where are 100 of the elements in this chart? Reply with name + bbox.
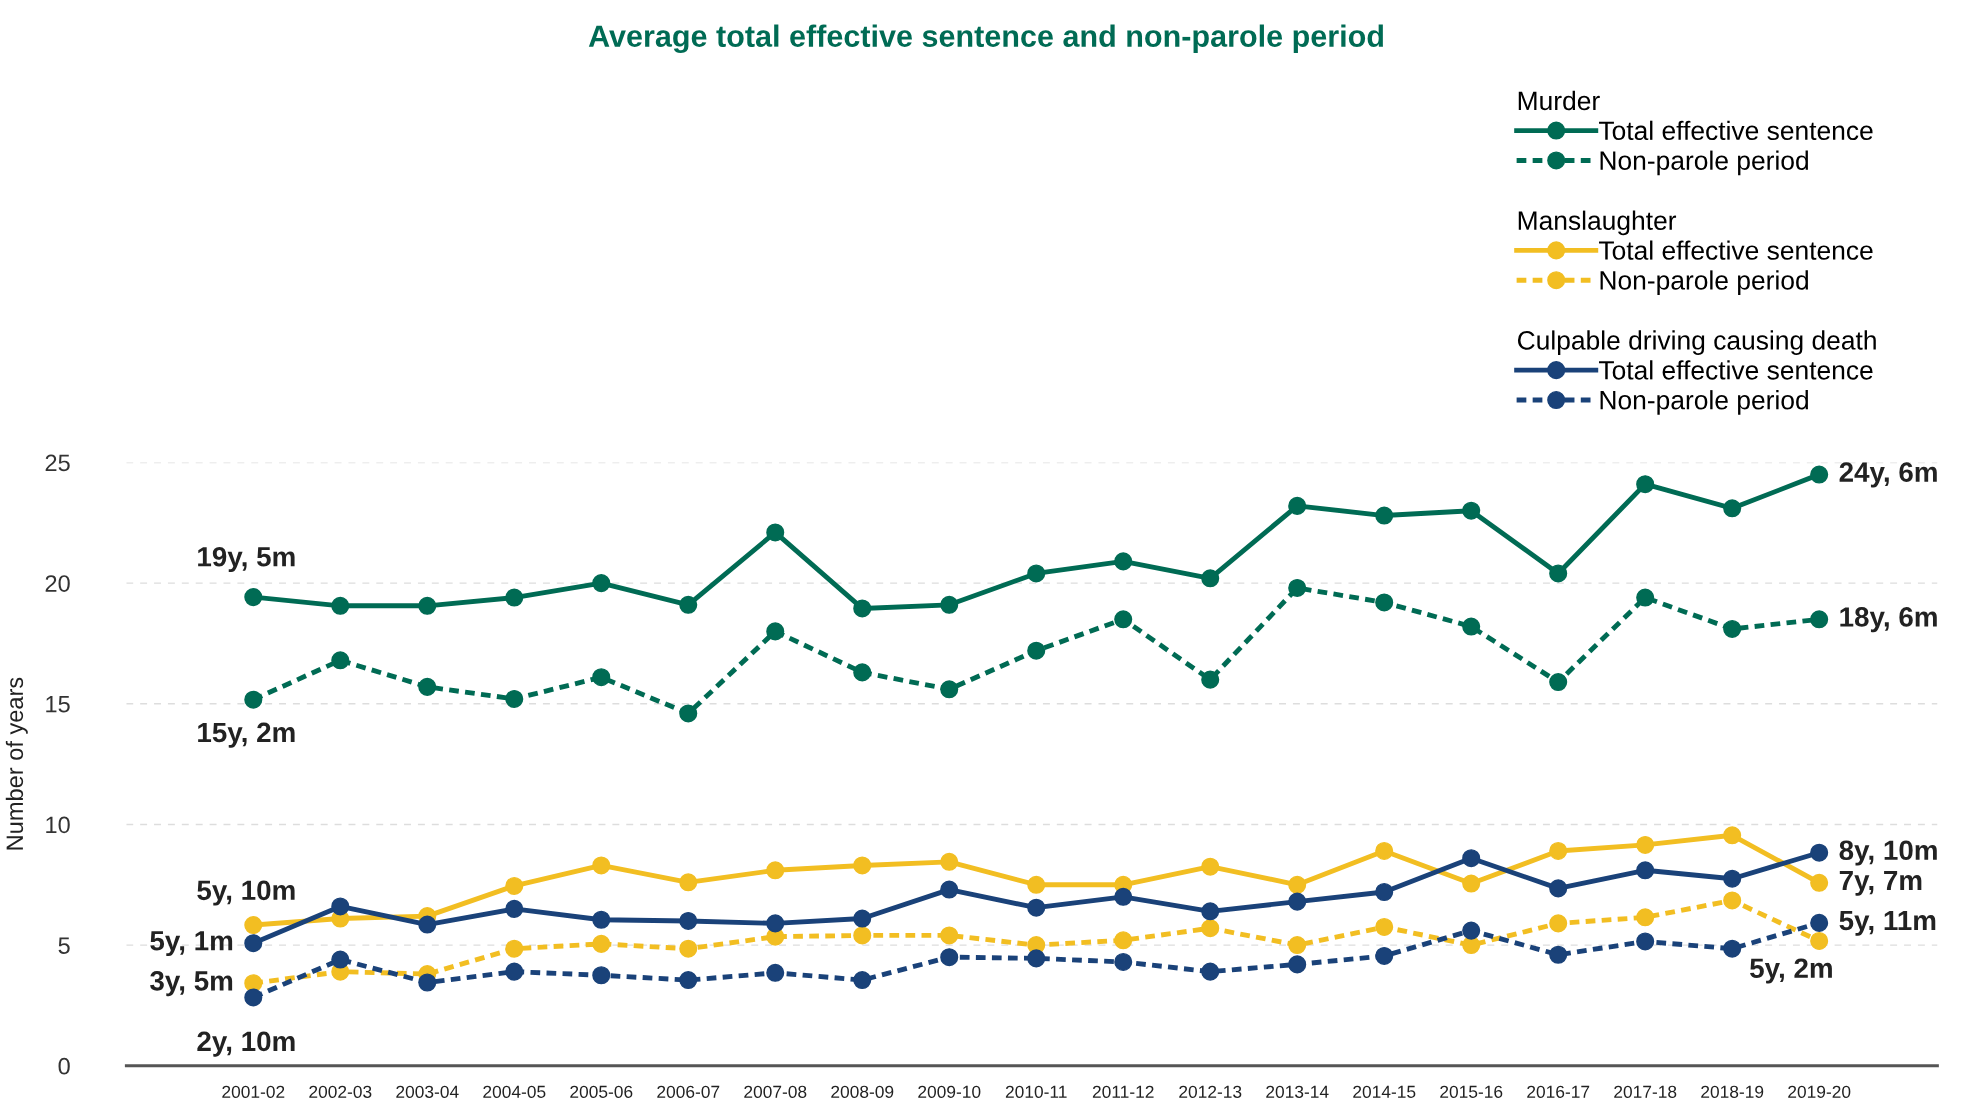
x-tick-label: 2004-05: [483, 1085, 546, 1098]
annotation: 7y, 7m: [1839, 870, 1922, 896]
point: [1810, 843, 1829, 862]
annotation: 3y, 5m: [150, 971, 233, 997]
point: [1462, 617, 1481, 636]
point: [592, 934, 611, 953]
annotation: 18y, 6m: [1840, 607, 1937, 633]
point: [1549, 564, 1568, 583]
legend-label: Non-parole period: [1600, 150, 1808, 176]
point: [1636, 932, 1655, 951]
point: [1288, 578, 1307, 597]
point: [1201, 919, 1220, 938]
point: [592, 910, 611, 929]
y-axis-title: Number of years: [5, 677, 28, 850]
point: [1201, 569, 1220, 588]
point: [1549, 914, 1568, 933]
point: [679, 595, 698, 614]
point: [1549, 673, 1568, 692]
point: [1027, 949, 1046, 968]
point: [331, 596, 350, 615]
point: [1375, 593, 1394, 612]
point: [766, 963, 785, 982]
point: [1201, 857, 1220, 876]
point: [331, 897, 350, 916]
legend-label: Total effective sentence: [1599, 240, 1873, 260]
point: [1462, 501, 1481, 520]
x-tick-label: 2019-20: [1788, 1085, 1851, 1098]
point: [1114, 952, 1133, 972]
point: [679, 939, 698, 958]
point: [1114, 552, 1133, 571]
point: [766, 523, 785, 542]
annotation: 5y, 1m: [150, 931, 233, 957]
point: [1375, 506, 1394, 525]
point: [1288, 936, 1307, 955]
point: [592, 856, 611, 875]
x-tick-label: 2008-09: [831, 1085, 894, 1098]
point: [592, 966, 611, 985]
point: [1201, 962, 1220, 981]
x-tick-label: 2012-13: [1179, 1085, 1242, 1098]
point: [592, 668, 611, 687]
point: [1375, 882, 1394, 902]
legend-label: Non-parole period: [1600, 390, 1808, 415]
point: [940, 595, 959, 614]
point: [1723, 826, 1742, 845]
point: [1810, 931, 1829, 951]
point: [1810, 610, 1829, 629]
point: [853, 971, 872, 990]
point: [679, 704, 698, 723]
point: [1636, 835, 1655, 854]
legend-label: Total effective sentence: [1599, 120, 1873, 141]
point: [505, 939, 524, 958]
point: [853, 909, 872, 928]
point: [1810, 913, 1829, 932]
point: [1549, 945, 1568, 964]
point: [766, 861, 785, 880]
y-tick-label: 15: [46, 696, 70, 713]
point: [1114, 931, 1133, 950]
point: [1288, 892, 1307, 911]
point: [505, 962, 524, 981]
annotation: 15y, 2m: [198, 722, 295, 748]
point: [244, 916, 263, 935]
point: [1810, 465, 1829, 484]
annotation: 5y, 2m: [1750, 958, 1832, 984]
point: [1375, 917, 1394, 937]
x-tick-label: 2006-07: [657, 1085, 720, 1098]
point: [244, 588, 263, 607]
annotation: 19y, 5m: [198, 546, 295, 573]
point: [1462, 921, 1481, 940]
point: [853, 599, 872, 618]
point: [1549, 879, 1568, 898]
point: [1636, 908, 1655, 927]
point: [1723, 939, 1742, 958]
point: [1027, 875, 1046, 894]
point: [940, 926, 959, 945]
point: [1462, 874, 1481, 893]
point: [1027, 564, 1046, 583]
y-tick-label: 0: [58, 1057, 70, 1075]
point: [1288, 875, 1307, 894]
point: [1375, 841, 1394, 861]
point: [1027, 641, 1046, 660]
x-tick-label: 2010-11: [1005, 1085, 1067, 1098]
point: [853, 663, 872, 682]
text: Manslaughter: [1518, 210, 1677, 236]
point: [505, 588, 524, 607]
annotation: 5y, 11m: [1839, 910, 1936, 936]
point: [244, 690, 263, 709]
point: [679, 873, 698, 892]
point: [244, 988, 263, 1007]
point: [244, 934, 263, 953]
point: [1636, 475, 1655, 494]
annotation: 24y, 6m: [1839, 462, 1937, 488]
x-tick-label: 2002-03: [309, 1085, 372, 1098]
y-tick-label: 5: [58, 937, 70, 954]
annotation: 2y, 10m: [197, 1031, 295, 1057]
point: [940, 680, 959, 699]
point: [505, 689, 524, 708]
point: [418, 973, 437, 992]
x-tick-label: 2001-02: [222, 1085, 285, 1098]
point: [331, 651, 350, 670]
x-tick-label: 2016-17: [1527, 1085, 1590, 1098]
